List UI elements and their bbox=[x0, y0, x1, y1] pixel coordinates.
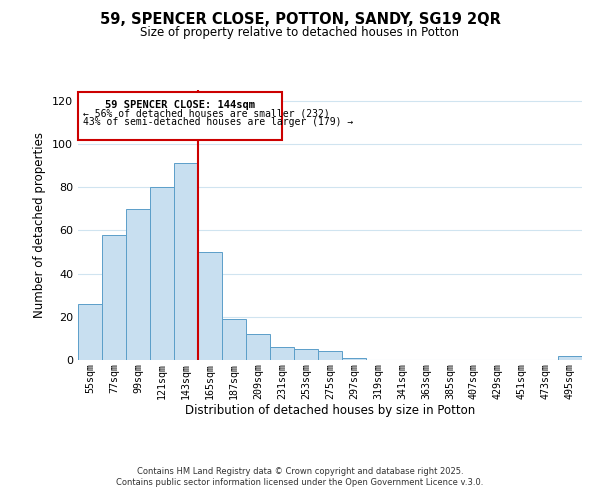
Bar bbox=[150, 187, 174, 360]
Bar bbox=[342, 358, 366, 360]
Text: 59 SPENCER CLOSE: 144sqm: 59 SPENCER CLOSE: 144sqm bbox=[105, 100, 255, 110]
Text: Size of property relative to detached houses in Potton: Size of property relative to detached ho… bbox=[140, 26, 460, 39]
Bar bbox=[174, 164, 198, 360]
Bar bbox=[198, 252, 222, 360]
Text: 59, SPENCER CLOSE, POTTON, SANDY, SG19 2QR: 59, SPENCER CLOSE, POTTON, SANDY, SG19 2… bbox=[100, 12, 500, 28]
Y-axis label: Number of detached properties: Number of detached properties bbox=[34, 132, 46, 318]
Bar bbox=[246, 334, 270, 360]
Bar bbox=[318, 352, 342, 360]
Bar bbox=[78, 92, 282, 140]
Bar bbox=[222, 319, 246, 360]
Text: ← 56% of detached houses are smaller (232): ← 56% of detached houses are smaller (23… bbox=[83, 108, 329, 118]
Bar bbox=[270, 347, 294, 360]
Text: Contains HM Land Registry data © Crown copyright and database right 2025.: Contains HM Land Registry data © Crown c… bbox=[137, 467, 463, 476]
Bar bbox=[126, 209, 150, 360]
Bar bbox=[102, 234, 126, 360]
Bar bbox=[558, 356, 582, 360]
Bar bbox=[294, 349, 318, 360]
Text: 43% of semi-detached houses are larger (179) →: 43% of semi-detached houses are larger (… bbox=[83, 117, 353, 127]
Bar bbox=[78, 304, 102, 360]
Text: Contains public sector information licensed under the Open Government Licence v.: Contains public sector information licen… bbox=[116, 478, 484, 487]
X-axis label: Distribution of detached houses by size in Potton: Distribution of detached houses by size … bbox=[185, 404, 475, 417]
